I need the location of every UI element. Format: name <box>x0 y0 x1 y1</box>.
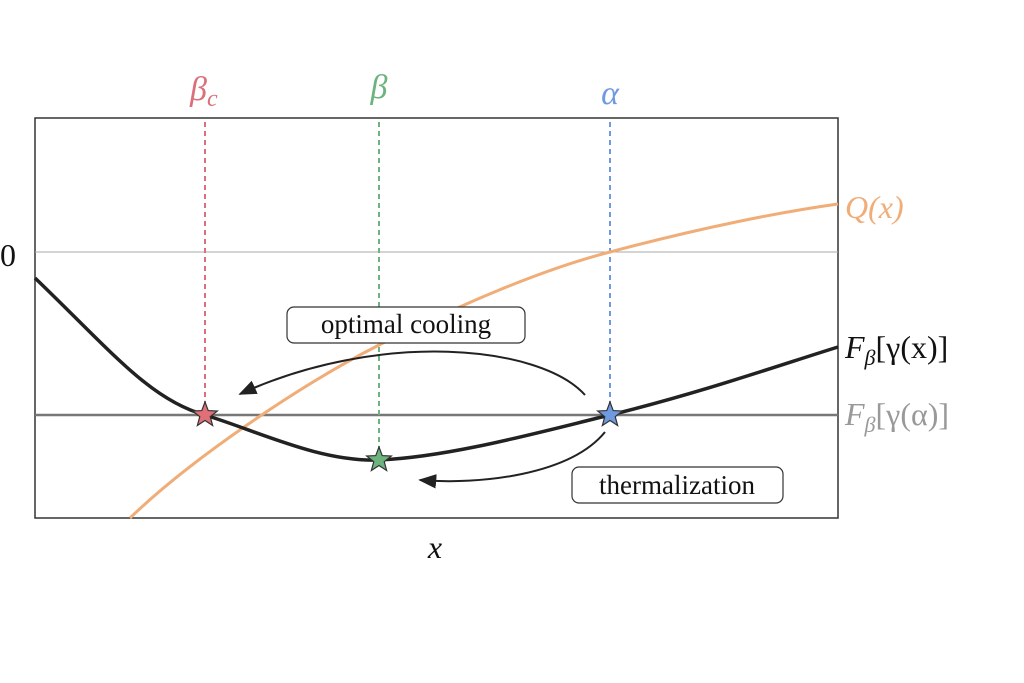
annotation-box <box>286 306 526 344</box>
reference-label: Fβ[γ(α)] <box>844 396 949 437</box>
x-label: x <box>427 529 442 565</box>
marker-label: βc <box>189 71 218 112</box>
marker-label: β <box>370 69 388 106</box>
marker-label: α <box>601 75 620 112</box>
cooling-arrow <box>238 350 586 396</box>
free-energy-curve <box>33 276 839 462</box>
star-red <box>192 401 218 427</box>
q-label: Q(x) <box>845 189 904 225</box>
annotation: thermalization <box>599 470 755 500</box>
plot-frame <box>34 117 839 519</box>
annotation: optimal cooling <box>321 309 491 339</box>
q-curve <box>128 202 839 520</box>
thermalization-arrow <box>418 431 606 489</box>
zero-label: 0 <box>0 237 16 273</box>
annotation-box <box>571 466 784 504</box>
star-blue <box>597 401 623 427</box>
star-green <box>366 446 392 472</box>
free-energy-label: Fβ[γ(x)] <box>844 329 948 370</box>
